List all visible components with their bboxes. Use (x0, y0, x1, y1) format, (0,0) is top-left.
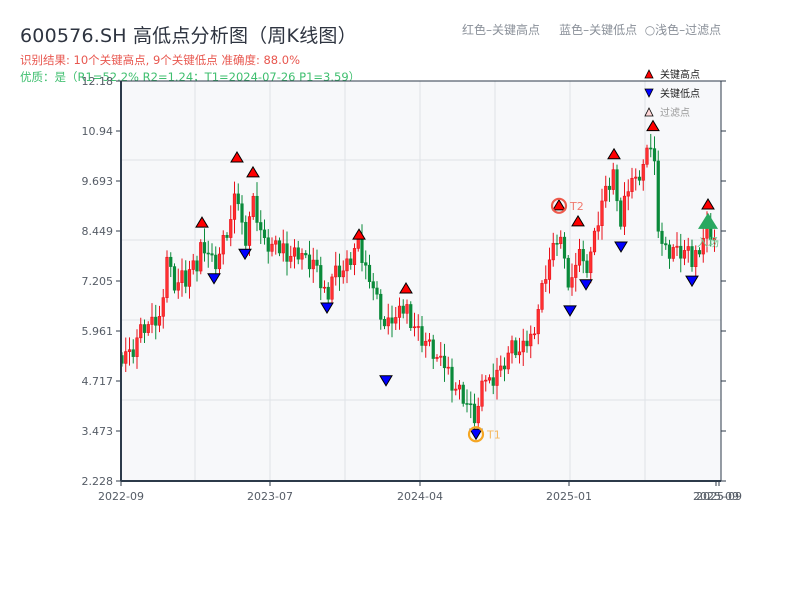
key-high-marker (701, 198, 715, 210)
result-summary: 识别结果: 10个关键高点, 9个关键低点 准确度: 88.0% (20, 53, 301, 67)
legend-item-filtered: 过滤点 (644, 102, 700, 121)
key-high-marker (399, 282, 413, 294)
y-tick-label: 7.205 (82, 275, 114, 288)
entry-marker (698, 212, 718, 229)
key-high-marker (352, 228, 366, 240)
key-high-marker (571, 214, 585, 227)
t2-ring (550, 197, 568, 214)
key-low-marker (379, 375, 393, 387)
y-tick-label: 8.449 (82, 225, 114, 238)
x-tick-label: 2023-07 (247, 490, 293, 503)
legend-item-key-low: 关键低点 (644, 83, 700, 102)
y-tick-label: 12.18 (82, 75, 114, 88)
key-low-marker (563, 305, 577, 317)
t1-label: T1 (486, 428, 501, 441)
x-tick-label: 2024-04 (397, 490, 443, 503)
key-high-marker (195, 216, 209, 228)
key-high-marker (246, 165, 260, 178)
x-tick-label: 2025-09 (696, 490, 742, 503)
candles (120, 133, 717, 436)
x-tick-label: 2025-09 (693, 490, 739, 503)
triangle-up-icon (644, 68, 654, 78)
chart-title: 600576.SH 高低点分析图（周K线图） (20, 25, 357, 47)
y-tick-label: 9.693 (82, 175, 114, 188)
y-tick-label: 2.228 (82, 475, 114, 488)
x-tick-label: 2025-01 (546, 490, 592, 503)
x-tick-label: 2022-09 (98, 490, 144, 503)
triangle-outline-icon (644, 106, 654, 116)
key-high-marker (552, 198, 566, 211)
y-tick-label: 4.717 (82, 375, 114, 388)
t2-label: T2 (569, 200, 584, 213)
key-low-marker (207, 273, 221, 285)
t1-ring (467, 426, 485, 443)
key-low-marker (238, 248, 252, 261)
y-tick-label: 3.473 (82, 425, 114, 438)
plot-area (121, 81, 721, 481)
key-high-marker (607, 147, 621, 160)
legend-item-key-high: 关键高点 (644, 64, 700, 83)
y-tick-label: 10.94 (82, 125, 114, 138)
y-tick-label: 5.961 (82, 325, 114, 338)
triangle-down-icon (644, 88, 654, 98)
key-low-marker (614, 241, 628, 253)
key-low-marker (579, 279, 593, 291)
key-low-marker (320, 302, 334, 315)
key-high-marker (230, 151, 244, 163)
entry-label: 入场 (697, 235, 719, 249)
color-key: 红色–关键高点 蓝色–关键低点 ○浅色–过滤点 (462, 23, 722, 37)
key-low-marker (469, 428, 483, 441)
chart-legend: 关键高点 关键低点 过滤点 (644, 64, 700, 121)
key-low-marker (685, 275, 699, 288)
key-high-marker (646, 119, 660, 132)
